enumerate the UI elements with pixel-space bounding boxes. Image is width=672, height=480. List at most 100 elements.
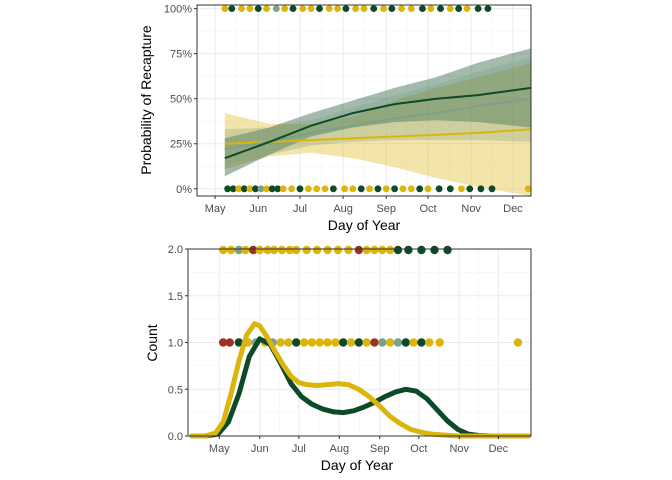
observation-point — [437, 5, 444, 13]
observation-point — [424, 185, 432, 193]
count-point — [255, 245, 264, 255]
observation-point — [360, 5, 368, 13]
x-axis-title: Day of Year — [321, 457, 394, 473]
observation-point — [329, 185, 337, 193]
count-point — [443, 245, 452, 255]
x-axis-title: Day of Year — [328, 217, 401, 233]
y-tick-label: 50% — [170, 94, 192, 106]
observation-point — [240, 185, 248, 193]
count-point — [323, 338, 332, 347]
observation-point — [446, 185, 454, 193]
count-point — [307, 338, 317, 347]
observation-point — [427, 5, 435, 13]
plot-panel-border — [196, 4, 532, 197]
y-tick-label: 100% — [164, 4, 192, 16]
observation-point — [296, 185, 304, 193]
x-tick-label: Dec — [489, 443, 509, 455]
density-curve — [189, 321, 531, 439]
x-tick-label: Jul — [293, 203, 307, 215]
count-point — [285, 245, 294, 255]
x-axis-ticks: May Jun Jul Aug Sep Oct Nov Dec — [209, 436, 509, 455]
observation-point — [357, 185, 365, 193]
count-point — [263, 245, 272, 255]
observation-point — [352, 5, 360, 13]
confidence-band — [224, 48, 532, 177]
observation-point — [235, 185, 243, 193]
observation-point — [342, 5, 350, 13]
count-point — [378, 245, 387, 255]
observation-point — [325, 5, 333, 13]
y-tick-label: 0.5 — [168, 384, 183, 396]
x-tick-label: Aug — [329, 443, 349, 455]
confidence-bands — [224, 48, 532, 197]
observation-point — [407, 185, 415, 193]
y-axis-title: Probability of Recapture — [138, 25, 154, 175]
count-point — [435, 338, 444, 347]
count-point — [401, 338, 410, 347]
count-point — [417, 245, 426, 255]
observation-point — [419, 5, 426, 13]
observation-point — [463, 5, 471, 13]
count-point — [226, 245, 236, 255]
observation-point — [224, 185, 232, 193]
count-point — [513, 338, 523, 347]
observation-point — [388, 5, 396, 13]
y-tick-label: 2.0 — [168, 244, 183, 256]
count-point — [378, 338, 387, 347]
y-axis-ticks: 0.0 0.5 1.0 1.5 2.0 — [168, 244, 188, 443]
observation-point — [281, 5, 289, 13]
y-tick-label: 1.0 — [168, 338, 183, 350]
observation-point — [304, 185, 312, 193]
y-tick-label: 0.0 — [168, 431, 183, 443]
y-tick-label: 0% — [176, 184, 192, 196]
count-point — [338, 338, 348, 347]
observation-point — [274, 185, 282, 193]
observation-point — [279, 185, 287, 193]
observation-point — [316, 5, 323, 13]
count-point — [277, 245, 287, 255]
observation-point — [382, 185, 390, 193]
observation-point — [416, 185, 424, 193]
count-point — [430, 245, 439, 255]
count-point — [417, 338, 426, 347]
observation-point — [524, 185, 532, 193]
observation-point — [398, 5, 405, 13]
observation-point — [288, 185, 296, 193]
confidence-band — [224, 57, 532, 166]
x-tick-label: Sep — [376, 203, 396, 215]
observation-point — [268, 185, 276, 193]
count-point — [362, 245, 371, 255]
observation-point — [370, 5, 378, 13]
count-point — [344, 245, 353, 255]
x-tick-label: Jun — [249, 203, 267, 215]
count-point — [292, 245, 301, 255]
observation-point — [307, 5, 315, 13]
count-point — [241, 245, 250, 255]
count-point — [354, 245, 364, 255]
observation-point — [374, 185, 382, 193]
y-tick-label: 1.5 — [168, 291, 183, 303]
count-point — [225, 338, 234, 347]
x-tick-label: Nov — [449, 443, 469, 455]
count-point — [249, 245, 258, 255]
count-point — [425, 338, 434, 347]
x-tick-label: Jun — [251, 443, 269, 455]
count-point — [409, 338, 418, 347]
count-point — [276, 338, 285, 347]
observation-point — [263, 185, 270, 193]
y-axis-title: Count — [144, 324, 160, 361]
count-point — [331, 338, 340, 347]
count-point — [362, 338, 371, 347]
fitted-line — [224, 86, 532, 160]
observation-point — [263, 5, 270, 13]
count-point — [302, 245, 311, 255]
density-curves — [189, 321, 531, 439]
observation-point — [228, 5, 236, 13]
observation-point — [238, 5, 245, 13]
count-point — [385, 245, 395, 255]
count-point — [323, 245, 332, 255]
observation-point — [321, 185, 329, 193]
count-point — [299, 338, 309, 347]
fitted-line — [224, 97, 532, 151]
